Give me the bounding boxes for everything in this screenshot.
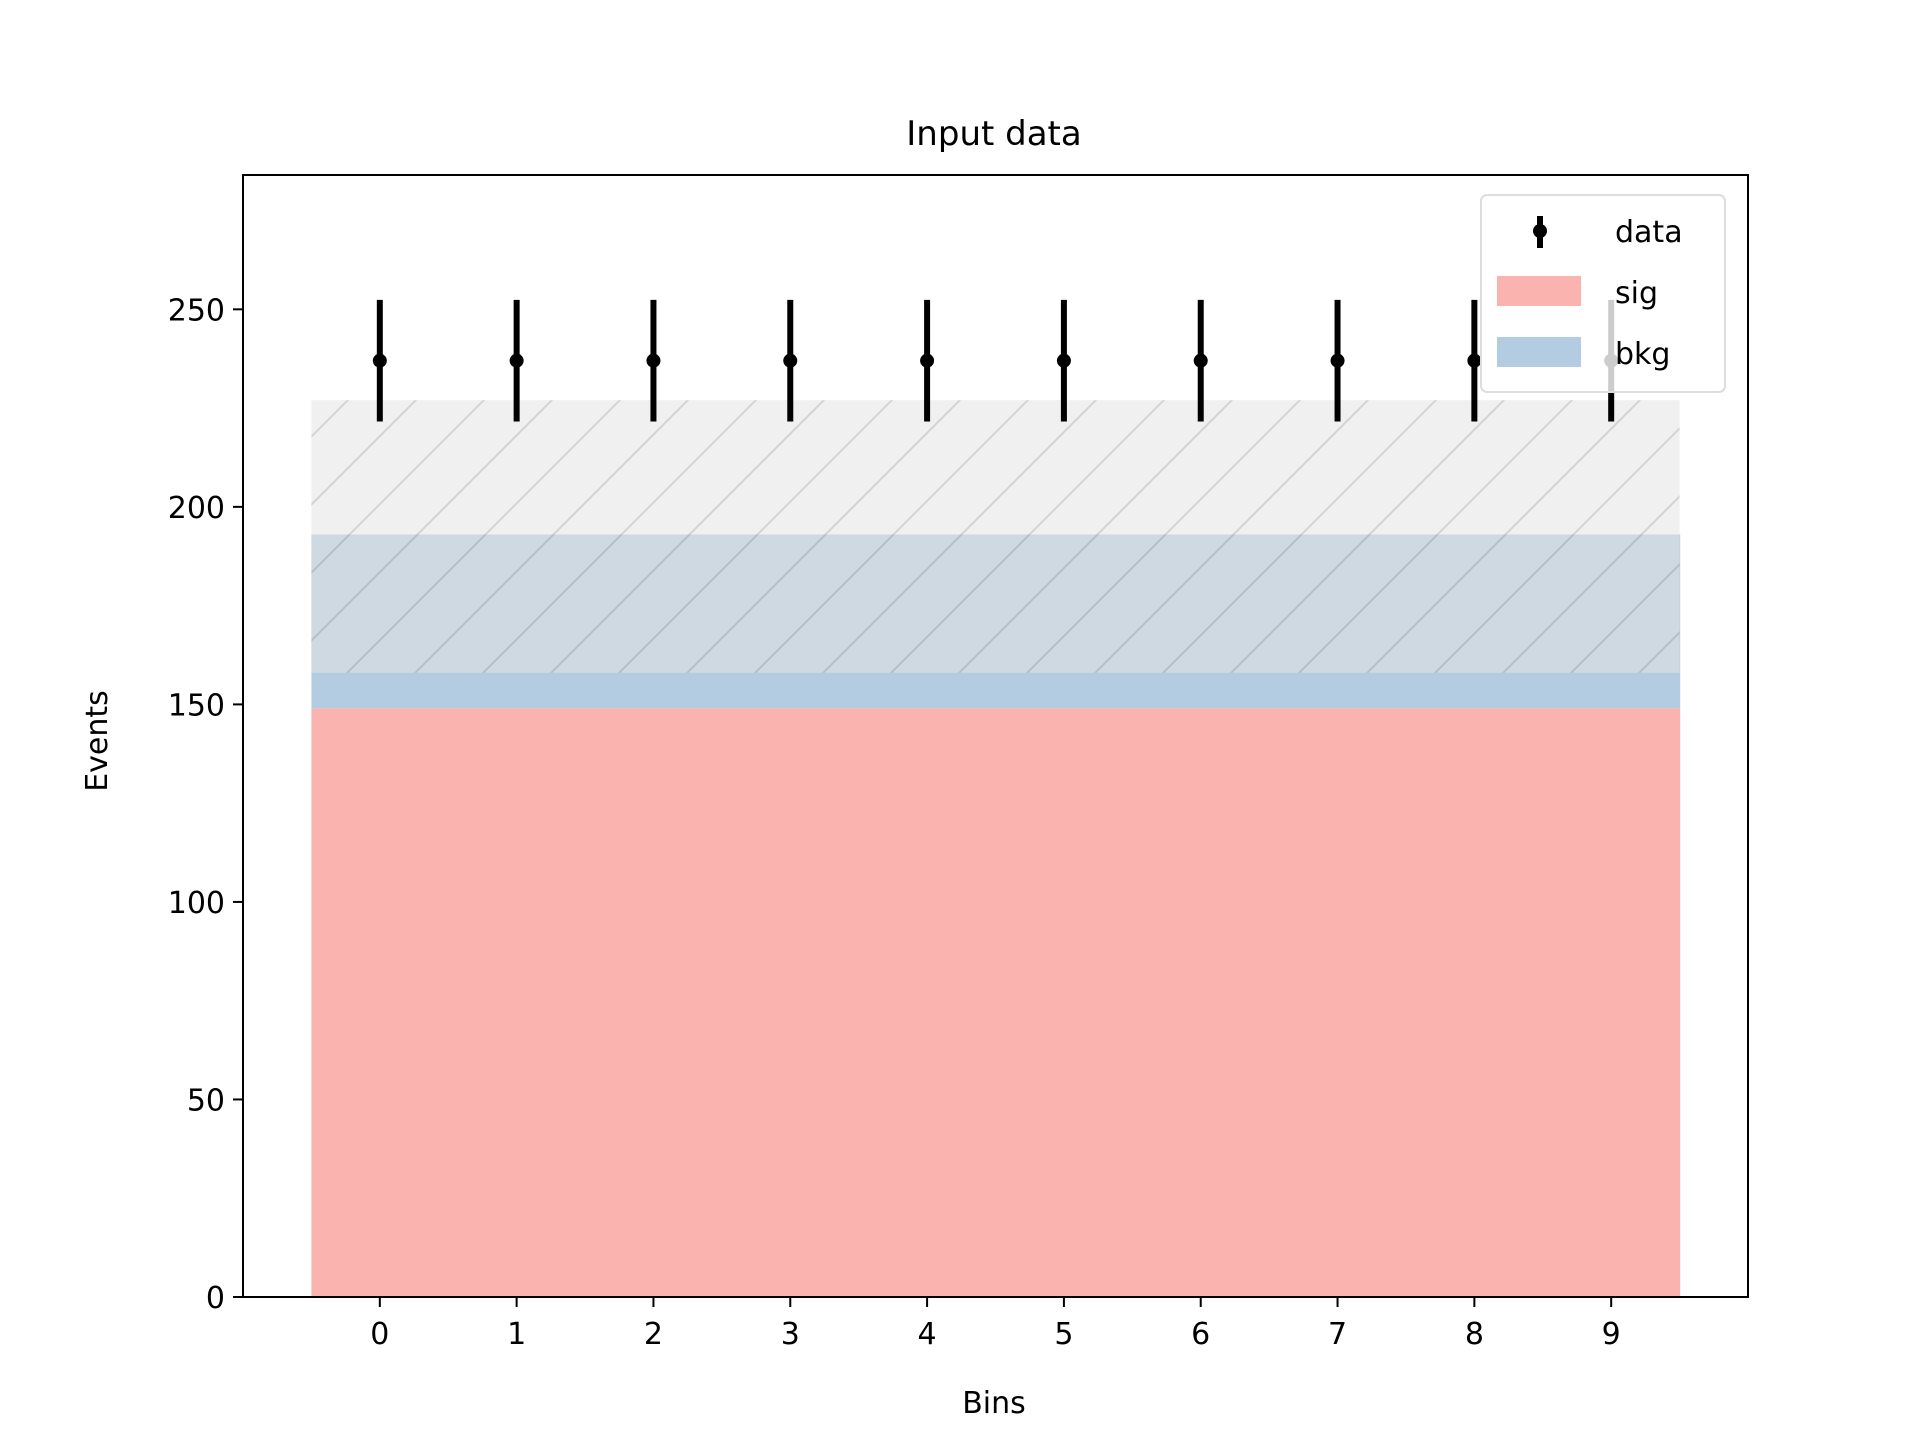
plot-area bbox=[311, 299, 1681, 1297]
legend-data-marker bbox=[1533, 224, 1547, 238]
y-tick-label-200: 200 bbox=[168, 491, 225, 526]
axes-frame bbox=[242, 174, 1749, 1298]
y-axis-label: Events bbox=[80, 690, 115, 792]
x-tick-label-6: 6 bbox=[1191, 1317, 1210, 1352]
x-tick-label-1: 1 bbox=[507, 1317, 526, 1352]
bar-sig-5 bbox=[995, 708, 1133, 1297]
legend-swatch-sig bbox=[1497, 276, 1581, 306]
x-tick-label-3: 3 bbox=[781, 1317, 800, 1352]
y-tick-label-250: 250 bbox=[168, 293, 225, 328]
x-tick-label-8: 8 bbox=[1465, 1317, 1484, 1352]
data-point-0 bbox=[372, 353, 387, 368]
data-point-3 bbox=[783, 353, 798, 368]
data-point-8 bbox=[1467, 353, 1482, 368]
x-tick-label-9: 9 bbox=[1602, 1317, 1621, 1352]
bar-sig-0 bbox=[311, 708, 449, 1297]
data-point-6 bbox=[1193, 353, 1208, 368]
legend-swatch-bkg bbox=[1497, 337, 1581, 367]
data-point-1 bbox=[509, 353, 524, 368]
legend: data sig bkg bbox=[1480, 194, 1726, 393]
y-tick-label-100: 100 bbox=[168, 886, 225, 921]
legend-label-bkg: bkg bbox=[1615, 337, 1670, 372]
chart-title: Input data bbox=[906, 114, 1081, 154]
y-tick-label-150: 150 bbox=[168, 688, 225, 723]
bar-sig-9 bbox=[1542, 708, 1681, 1297]
bar-sig-6 bbox=[1132, 708, 1270, 1297]
data-point-4 bbox=[920, 353, 935, 368]
bar-sig-4 bbox=[858, 708, 997, 1297]
data-point-7 bbox=[1330, 353, 1345, 368]
bar-sig-3 bbox=[721, 708, 860, 1297]
x-axis-label: Bins bbox=[962, 1386, 1026, 1421]
x-tick-label-2: 2 bbox=[644, 1317, 663, 1352]
data-point-5 bbox=[1056, 353, 1071, 368]
y-tick-label-50: 50 bbox=[187, 1083, 225, 1118]
x-tick-label-5: 5 bbox=[1054, 1317, 1073, 1352]
uncertainty-band-hatch bbox=[311, 400, 1680, 673]
bar-sig-1 bbox=[448, 708, 586, 1297]
x-axis: 0 1 2 3 4 5 6 7 8 9 bbox=[370, 1297, 1621, 1352]
bar-sig-8 bbox=[1405, 708, 1544, 1297]
legend-label-data: data bbox=[1615, 215, 1683, 250]
bar-sig-2 bbox=[585, 708, 723, 1297]
y-tick-label-0: 0 bbox=[206, 1281, 225, 1316]
y-axis: 0 50 100 150 200 250 bbox=[168, 293, 243, 1316]
x-tick-label-7: 7 bbox=[1328, 1317, 1347, 1352]
legend-label-sig: sig bbox=[1615, 276, 1658, 311]
x-tick-label-0: 0 bbox=[370, 1317, 389, 1352]
x-tick-label-4: 4 bbox=[918, 1317, 937, 1352]
data-point-2 bbox=[646, 353, 661, 368]
bar-sig-7 bbox=[1269, 708, 1407, 1297]
